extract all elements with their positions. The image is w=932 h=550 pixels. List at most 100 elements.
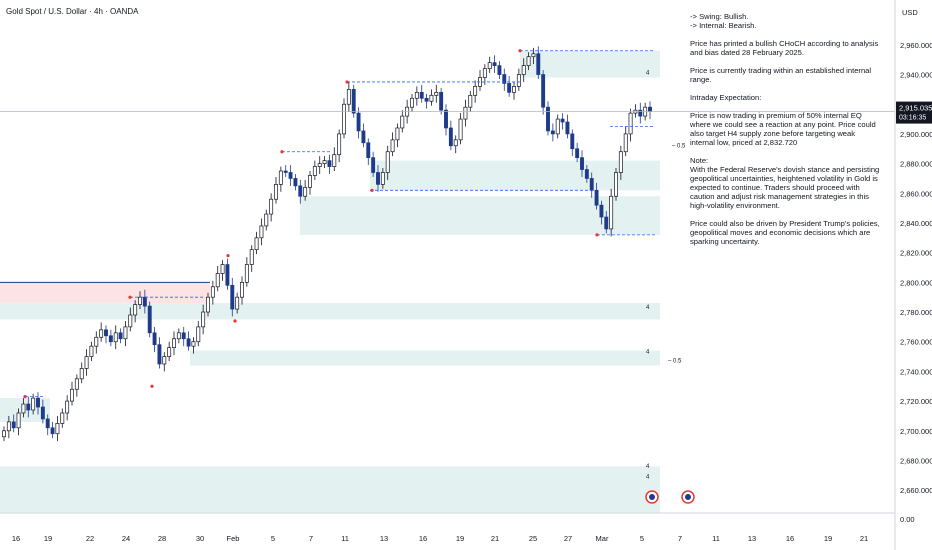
candle	[99, 322, 104, 342]
candle-body	[487, 62, 492, 69]
candle	[45, 414, 50, 436]
candle-body	[21, 403, 26, 414]
y-tick-label: 2,900.000	[900, 130, 932, 139]
candle-body	[351, 89, 356, 114]
y-tick-label: 2,820.000	[900, 249, 932, 258]
x-tick-label: Mar	[596, 534, 609, 543]
candle	[147, 301, 152, 338]
candle	[366, 138, 371, 166]
note-intraday-heading: Intraday Expectation:	[690, 93, 762, 102]
candle	[555, 114, 560, 139]
x-tick-label: 28	[158, 534, 166, 543]
candle-body	[337, 133, 342, 156]
candle	[332, 147, 337, 172]
note-swing: -> Swing: Bullish. -> Internal: Bearish.	[690, 12, 757, 30]
candle-body	[108, 335, 113, 343]
candle	[128, 307, 133, 332]
candle	[308, 171, 312, 195]
candle	[570, 129, 575, 157]
candle	[152, 326, 157, 353]
candle	[133, 300, 138, 323]
candle-body	[244, 264, 249, 283]
currency-label[interactable]: USD	[902, 8, 918, 17]
candle-body	[254, 237, 259, 251]
candle	[157, 337, 162, 369]
candle	[502, 68, 507, 91]
candle	[400, 110, 405, 133]
candle-body	[259, 225, 264, 239]
candle-body	[133, 304, 138, 316]
eq-label: – 0.5	[668, 359, 682, 365]
swing-marker	[280, 150, 284, 154]
candle	[648, 101, 652, 120]
candle	[497, 61, 502, 79]
candle-body	[283, 170, 288, 173]
candle-body	[288, 172, 293, 179]
candle	[74, 374, 79, 397]
candle	[618, 145, 623, 180]
candle-body	[410, 97, 414, 108]
x-tick-label: 27	[564, 534, 572, 543]
candle-body	[94, 336, 99, 347]
candle	[463, 99, 468, 127]
candle	[269, 193, 274, 222]
candle-body	[317, 163, 322, 167]
x-tick-label: 19	[44, 534, 52, 543]
candle	[546, 101, 550, 136]
candle	[79, 362, 84, 384]
price-tag-value: 2,915.035	[899, 104, 932, 113]
candle	[196, 320, 201, 347]
candle	[541, 70, 546, 115]
candle-body	[380, 172, 385, 185]
candle	[507, 76, 512, 97]
y-tick-label: 2,740.000	[900, 367, 932, 376]
candle	[201, 304, 206, 335]
candle-body	[429, 94, 434, 102]
candle	[536, 46, 541, 79]
x-tick-label: 11	[712, 534, 720, 543]
x-tick-label: Feb	[227, 534, 240, 543]
note-range: Price is currently trading within an est…	[690, 66, 872, 84]
candle-body	[118, 332, 123, 340]
candle-body	[269, 198, 274, 215]
current-price-tag: 2,915.035 03:16:35	[896, 101, 932, 124]
candle-body	[468, 94, 473, 108]
candle-body	[604, 216, 609, 230]
candle-body	[594, 189, 599, 206]
candle	[288, 165, 293, 186]
y-tick-label: 2,880.000	[900, 160, 932, 169]
candle	[322, 156, 327, 169]
y-tick-label: 2,780.000	[900, 308, 932, 317]
candle-body	[128, 314, 133, 328]
candle-body	[599, 204, 604, 218]
candle	[478, 70, 482, 91]
candle	[162, 352, 167, 372]
candle	[385, 145, 390, 180]
x-tick-label: 13	[380, 534, 388, 543]
candle	[531, 47, 536, 65]
candle-body	[376, 172, 380, 185]
candle	[376, 165, 380, 192]
candle-body	[473, 86, 478, 96]
candle	[565, 114, 570, 139]
event-icon-core	[649, 494, 655, 500]
candle-body	[2, 430, 6, 438]
x-tick-label: 7	[678, 534, 682, 543]
candle	[429, 89, 434, 106]
x-tick-label: 19	[456, 534, 464, 543]
candle-body	[565, 121, 570, 135]
candle-body	[6, 421, 11, 432]
candle	[609, 188, 614, 237]
candle-body	[521, 65, 526, 75]
zone-label: 4	[646, 305, 650, 311]
swing-marker	[345, 80, 349, 84]
x-tick-label: 25	[529, 534, 537, 543]
axes-layer	[0, 0, 896, 550]
candle-body	[138, 296, 142, 305]
candle-body	[60, 412, 65, 424]
candle-body	[220, 264, 225, 274]
candle-body	[65, 400, 70, 414]
swing-marker	[150, 384, 154, 388]
swing-marker	[370, 188, 374, 192]
